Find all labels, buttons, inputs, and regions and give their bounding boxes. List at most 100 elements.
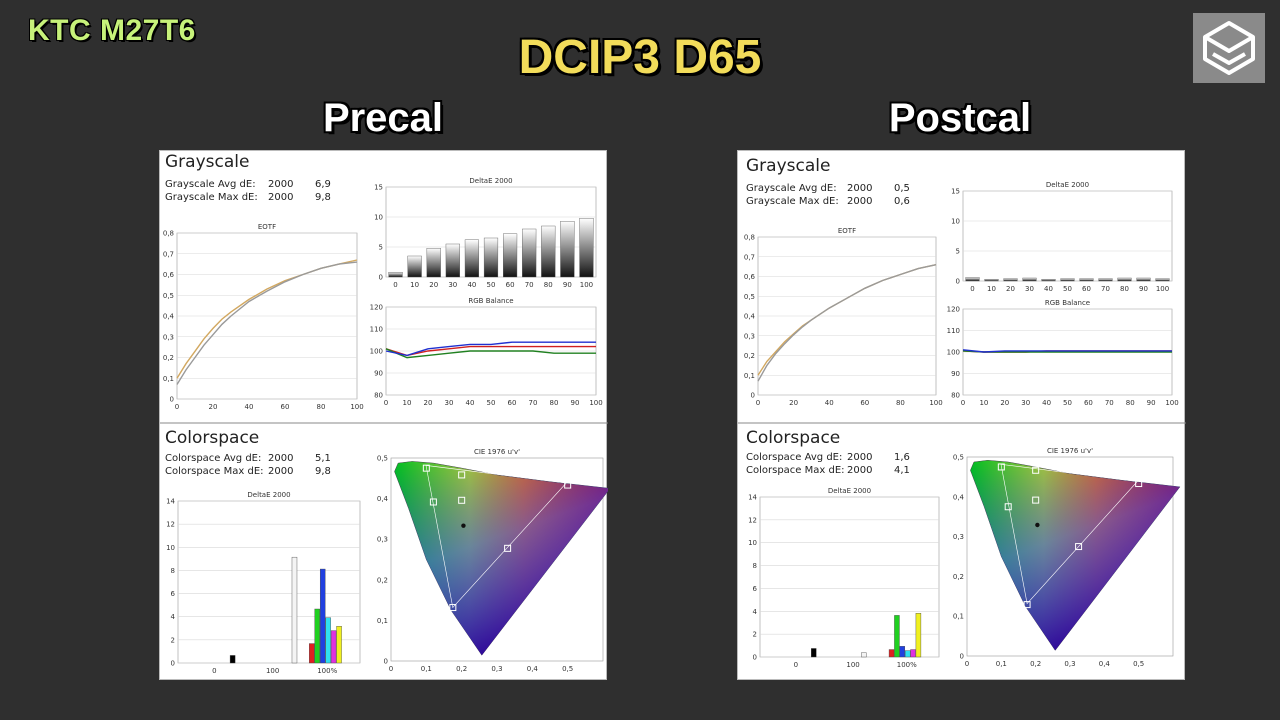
grayscale-heading: Grayscale [746,156,830,176]
x-tick-label: 20 [429,281,438,289]
bar [309,643,315,664]
x-tick-label: 80 [317,403,326,411]
y-tick-label: 0 [379,274,383,282]
x-tick-label: 0 [212,667,216,675]
bar [894,615,900,658]
x-tick-label: 0 [965,660,969,668]
x-tick-label: 20 [209,403,218,411]
bar [325,617,331,664]
y-tick-label: 0 [170,396,174,404]
x-tick-label: 40 [245,403,254,411]
y-tick-label: 12 [166,521,175,529]
y-tick-label: 80 [374,392,383,400]
page-title: DCIP3 D65 [518,31,762,84]
y-tick-label: 0,3 [953,533,964,541]
y-tick-label: 0 [956,278,960,286]
precal-report-panel: Grayscale Grayscale Avg dE: 2000 6,9 Gra… [159,150,608,680]
colorspace-avg-standard: 2000 [847,452,872,463]
colorspace-heading: Colorspace [165,428,259,448]
y-tick-label: 0,6 [744,273,756,281]
x-tick-label: 0,3 [1064,660,1075,668]
x-tick-label: 0 [970,285,974,293]
x-tick-label: 80 [544,281,553,289]
x-tick-label: 60 [860,399,869,407]
bar [464,239,479,278]
colorspace-heading: Colorspace [746,428,840,448]
colorspace-avg-standard: 2000 [268,453,293,464]
grayscale-max-label: Grayscale Max dE: [165,192,258,203]
postcal-report-svg: Grayscale Grayscale Avg dE: 2000 0,5 Gra… [738,156,1186,669]
y-tick-label: 0,3 [744,332,755,340]
measured-point [458,496,466,504]
y-tick-label: 120 [947,306,960,314]
bar [1136,277,1151,282]
y-tick-label: 0,8 [744,234,755,242]
y-tick-label: 4 [753,608,758,616]
y-tick-label: 100 [947,349,960,357]
y-tick-label: 0,4 [953,493,965,501]
grayscale-avg-standard: 2000 [268,179,293,190]
y-tick-label: 0 [384,658,388,666]
x-tick-label: 90 [571,399,580,407]
colorspace-deltae-chart: DeltaE 2000 0 2 4 6 8 10 12 14 0 100 100% [166,491,361,675]
rgb-balance-chart: RGB Balance 80 90 100 110 120 0 10 20 30 40 50 60 70 8… [947,299,1179,407]
bar [503,233,518,278]
grayscale-avg-label: Grayscale Avg dE: [746,183,837,194]
measured-point [997,463,1005,471]
y-tick-label: 15 [951,188,960,196]
bar [1060,278,1075,282]
x-tick-label: 0 [389,665,393,673]
eotf-chart: EOTF 0 0,1 0,2 0,3 0,4 0,5 0,6 0,7 0,8 0 20 40 60 80 10… [744,227,943,407]
measured-point [1135,480,1143,488]
eotf-chart: EOTF 0 0,1 0,2 0,3 0,4 0,5 0,6 0,7 0,8 0 20 40 60 80 10… [163,223,364,411]
y-tick-label: 10 [748,539,757,547]
target-gamut [1000,463,1138,605]
series-line [385,348,596,359]
bar [915,613,922,658]
y-tick-label: 0,6 [163,271,175,279]
bar [899,646,906,658]
bar [445,243,460,278]
y-tick-label: 0,5 [953,454,964,462]
y-tick-label: 0 [751,392,755,400]
series-line [385,345,596,357]
x-tick-label: 20 [1006,285,1015,293]
bar [1079,278,1094,282]
y-tick-label: 90 [374,370,383,378]
bar [483,237,499,278]
grayscale-max-label: Grayscale Max dE: [746,196,839,207]
x-tick-label: 60 [1084,399,1093,407]
x-tick-label: 0 [794,661,798,669]
y-tick-label: 0,3 [163,333,174,341]
x-tick-label: 70 [1101,285,1110,293]
y-tick-label: 0,7 [163,250,174,258]
y-tick-label: 110 [370,326,383,334]
y-tick-label: 14 [748,494,757,502]
y-tick-label: 110 [947,327,960,335]
y-tick-label: 0 [171,660,175,668]
x-tick-label: 0,1 [996,660,1007,668]
monitor-model-title: KTC M27T6 [28,14,196,47]
x-tick-label: 0 [756,399,760,407]
cube-logo-icon [1193,13,1265,83]
postcal-heading: Postcal [888,96,1032,140]
y-tick-label: 0,5 [163,292,174,300]
cie-chart: CIE 1976 u'v' 0 0,1 0,2 0,3 0,4 0,5 0 0,1 0,2 0,3 0… [377,448,608,673]
bar [810,648,817,658]
y-tick-label: 10 [166,544,175,552]
colorspace-max-label: Colorspace Max dE: [746,465,845,476]
bar [314,608,320,664]
bar [560,220,575,278]
x-tick-label: 0 [961,399,965,407]
y-tick-label: 0 [753,654,757,662]
colorspace-avg-label: Colorspace Avg dE: [165,453,261,464]
x-tick-label: 80 [550,399,559,407]
measured-point [422,464,430,472]
y-tick-label: 15 [374,184,383,192]
y-tick-label: 6 [753,585,758,593]
y-tick-label: 8 [753,562,757,570]
series-line [962,349,1172,353]
x-tick-label: 0,4 [527,665,539,673]
series-line [176,261,358,385]
colorspace-max-value: 4,1 [894,465,910,476]
